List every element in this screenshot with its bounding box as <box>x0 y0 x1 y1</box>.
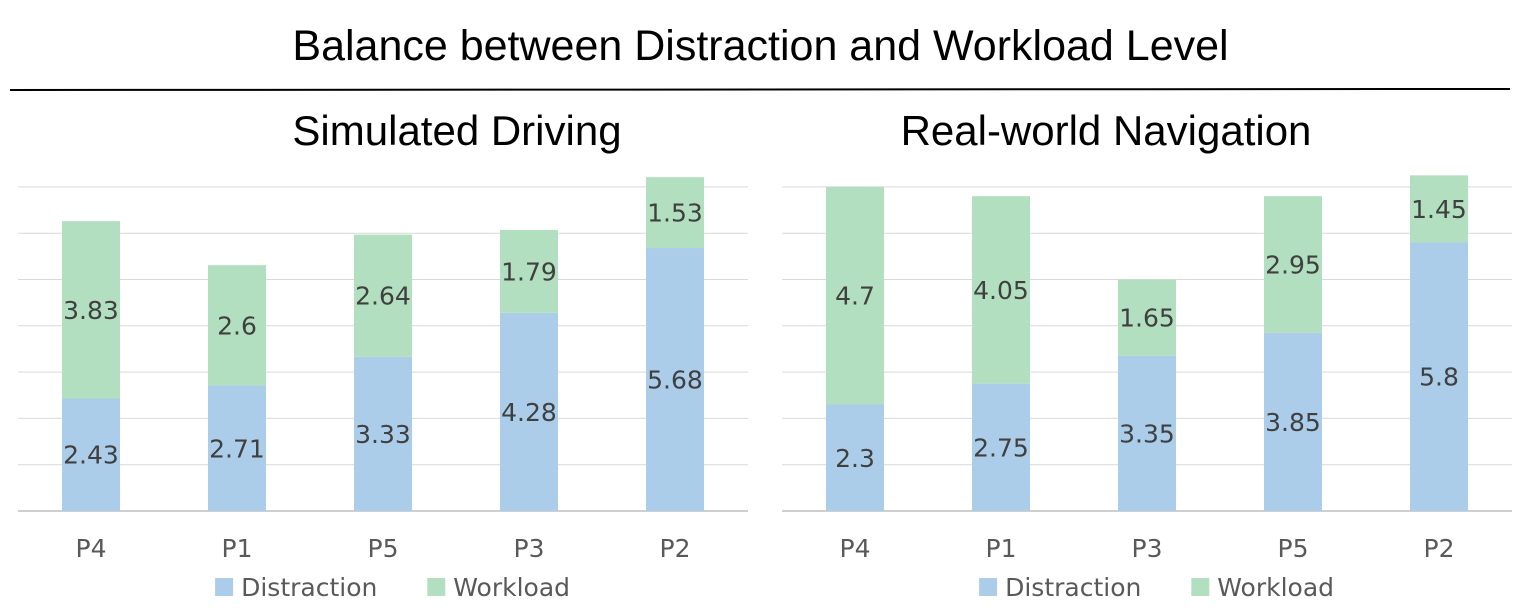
bar-distraction-p4 <box>62 398 120 511</box>
bar-workload-p5 <box>1264 196 1322 333</box>
legend-swatch-distraction <box>215 578 234 596</box>
data-label: 2.95 <box>1265 250 1321 279</box>
data-label: 5.68 <box>647 366 703 395</box>
bar-distraction-p3 <box>500 312 558 511</box>
data-label: 2.71 <box>209 434 265 463</box>
bar-workload-p4 <box>826 186 884 405</box>
x-tick-label: P2 <box>660 534 691 563</box>
data-label: 3.85 <box>1265 408 1321 437</box>
bar-distraction-p1 <box>972 383 1030 511</box>
x-tick-label: P1 <box>222 534 253 563</box>
x-tick-label: P3 <box>1132 534 1163 563</box>
data-label: 3.35 <box>1119 419 1175 448</box>
data-label: 1.45 <box>1411 195 1467 224</box>
x-tick-label: P4 <box>840 534 871 563</box>
bar-distraction-p3 <box>1118 355 1176 511</box>
chart-simulated-driving: Simulated Driving 2.43 3.83 P4 2.71 2.6 P1 3.33… <box>18 107 748 602</box>
bar-distraction-p4 <box>826 404 884 511</box>
data-label: 2.64 <box>355 282 411 311</box>
data-label: 1.79 <box>501 257 557 286</box>
data-label: 2.43 <box>63 441 119 470</box>
legend-swatch-workload <box>427 578 446 596</box>
data-label: 4.28 <box>501 398 557 427</box>
data-label: 2.3 <box>835 444 875 473</box>
x-tick-label: P1 <box>986 534 1017 563</box>
data-label: 3.33 <box>355 420 411 449</box>
x-tick-label: P5 <box>1278 534 1309 563</box>
bar-workload-p1 <box>208 265 266 386</box>
bar-workload-p5 <box>354 234 412 357</box>
data-label: 4.05 <box>973 276 1029 305</box>
data-label: 2.6 <box>217 311 257 340</box>
legend-label-distraction: Distraction <box>1005 573 1141 602</box>
page-title: Balance between Distraction and Workload… <box>292 22 1229 70</box>
bar-workload-p2 <box>646 177 704 249</box>
bar-distraction-p2 <box>646 248 704 512</box>
legend-swatch-workload <box>1191 578 1210 596</box>
legend-label-distraction: Distraction <box>241 573 377 602</box>
x-tick-label: P5 <box>368 534 399 563</box>
bar-distraction-p5 <box>354 356 412 511</box>
bar-distraction-p1 <box>208 385 266 511</box>
data-label: 1.65 <box>1119 304 1175 333</box>
bar-workload-p4 <box>62 221 120 399</box>
bar-workload-p3 <box>1118 279 1176 356</box>
data-label: 4.7 <box>835 282 875 311</box>
legend-swatch-distraction <box>979 578 998 596</box>
x-tick-label: P4 <box>76 534 107 563</box>
bar-workload-p1 <box>972 196 1030 384</box>
data-label: 2.75 <box>973 433 1029 462</box>
chart-title: Simulated Driving <box>292 107 621 154</box>
x-tick-label: P3 <box>514 534 545 563</box>
data-label: 1.53 <box>647 199 703 228</box>
chart-real-world-navigation: Real-world Navigation 2.3 4.7 P4 2.75 4.05 P1 3… <box>782 107 1512 602</box>
chart-title: Real-world Navigation <box>901 107 1312 154</box>
legend-label-workload: Workload <box>1217 573 1334 602</box>
data-label: 3.83 <box>63 296 119 325</box>
legend-label-workload: Workload <box>453 573 570 602</box>
bar-distraction-p5 <box>1264 332 1322 511</box>
bar-workload-p2 <box>1410 175 1468 243</box>
bar-workload-p3 <box>500 229 558 313</box>
data-label: 5.8 <box>1419 363 1459 392</box>
x-tick-label: P2 <box>1424 534 1455 563</box>
bar-distraction-p2 <box>1410 242 1468 511</box>
